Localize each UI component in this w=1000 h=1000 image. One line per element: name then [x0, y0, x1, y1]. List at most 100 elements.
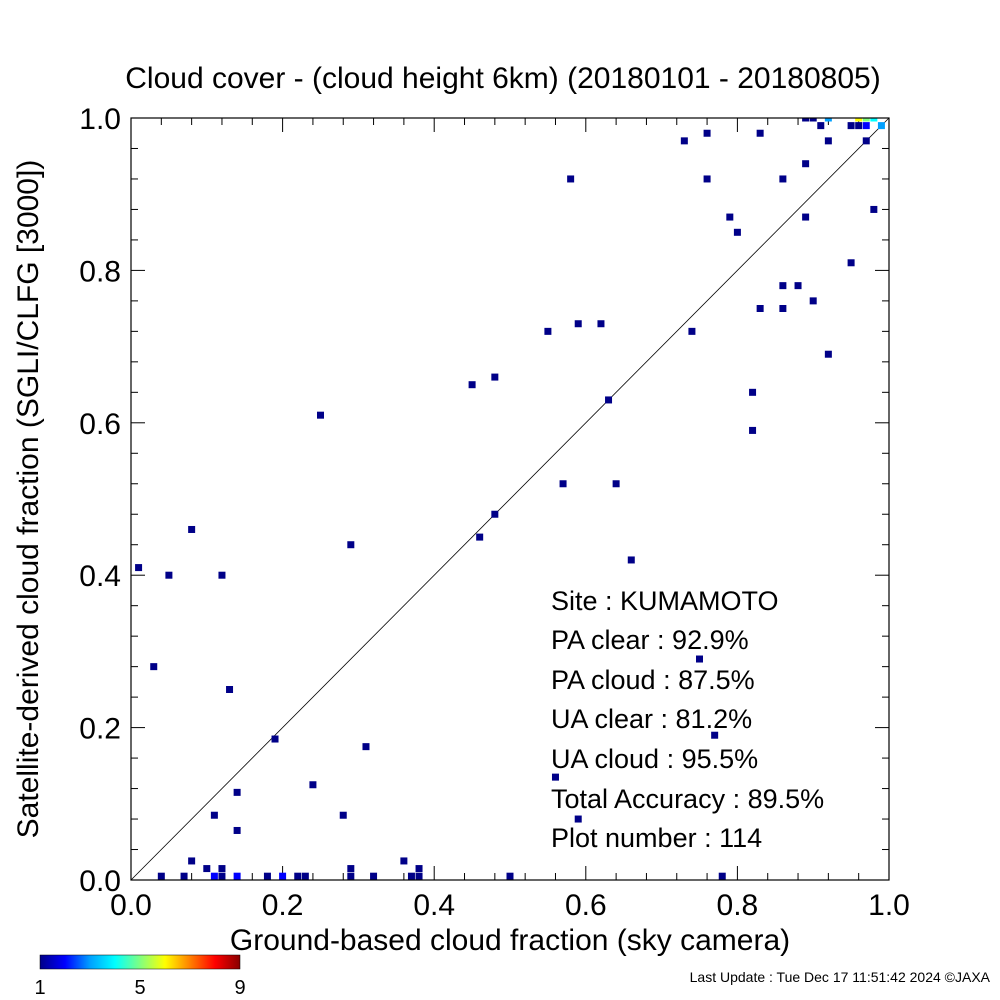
data-point — [855, 122, 863, 130]
stats-panel: Site : KUMAMOTO PA clear : 92.9% PA clou… — [551, 586, 824, 853]
colorbar-tick-label: 1 — [34, 977, 45, 999]
y-tick-label: 0.0 — [79, 865, 121, 898]
data-point — [749, 426, 757, 434]
data-point — [855, 118, 863, 122]
stat-pa-clear: PA clear : 92.9% — [551, 625, 749, 655]
colorbar-ticks: 1 5 9 — [34, 977, 245, 999]
one-to-one-line — [130, 117, 890, 881]
data-point — [309, 781, 317, 789]
data-point — [824, 137, 832, 145]
data-point — [703, 129, 711, 137]
data-point — [544, 327, 552, 335]
x-tick-label: 0.6 — [565, 889, 607, 922]
data-point — [347, 865, 355, 873]
y-tick-label: 0.2 — [79, 713, 121, 746]
data-point — [347, 541, 355, 549]
data-point — [150, 663, 158, 671]
data-point — [317, 411, 324, 419]
data-point — [188, 525, 196, 533]
data-point — [210, 872, 218, 880]
stat-plot-number: Plot number : 114 — [551, 823, 762, 853]
data-point — [574, 815, 582, 823]
y-axis-label: Satellite-derived cloud fraction (SGLI/C… — [12, 160, 45, 839]
data-point — [605, 396, 613, 404]
x-tick-label: 0.0 — [110, 889, 152, 922]
data-point — [551, 773, 559, 781]
y-tick-label: 0.6 — [79, 408, 121, 441]
y-tick-labels: 0.0 0.2 0.4 0.6 0.8 1.0 — [79, 103, 121, 898]
x-tick-label: 0.8 — [717, 889, 759, 922]
data-point — [165, 571, 173, 579]
data-point — [862, 118, 870, 122]
data-point — [703, 175, 711, 183]
data-point — [468, 381, 476, 389]
data-point — [271, 735, 279, 743]
data-point — [733, 228, 741, 236]
data-point — [279, 872, 287, 880]
y-tick-label: 0.8 — [79, 255, 121, 288]
stat-ua-clear: UA clear : 81.2% — [551, 704, 752, 734]
data-point — [726, 213, 734, 221]
data-point — [688, 327, 696, 335]
data-point — [491, 373, 499, 381]
data-point — [218, 872, 226, 880]
colorbar-gradient — [39, 954, 241, 970]
data-point — [362, 743, 370, 751]
data-point — [809, 118, 817, 122]
data-point — [794, 282, 802, 290]
data-point — [370, 872, 378, 880]
chart-title: Cloud cover - (cloud height 6km) (201801… — [125, 62, 880, 95]
data-point — [597, 320, 605, 328]
colorbar-tick-label: 9 — [234, 977, 245, 999]
data-point — [491, 510, 499, 518]
data-point — [180, 872, 188, 880]
data-point — [263, 872, 271, 880]
data-point — [135, 564, 143, 572]
x-axis-label: Ground-based cloud fraction (sky camera) — [230, 924, 790, 957]
x-tick-label: 0.2 — [262, 889, 304, 922]
data-point — [347, 872, 355, 880]
data-point — [574, 320, 582, 328]
data-point — [301, 872, 309, 880]
stat-site: Site : KUMAMOTO — [551, 586, 779, 616]
stat-total-accuracy: Total Accuracy : 89.5% — [551, 784, 824, 814]
data-point — [779, 282, 787, 290]
data-point — [824, 350, 832, 358]
data-point — [749, 388, 757, 396]
data-point — [218, 865, 226, 873]
data-point — [718, 872, 726, 880]
data-point — [612, 480, 620, 488]
plot-frame — [130, 117, 890, 881]
data-point — [756, 305, 764, 312]
data-point — [870, 118, 878, 122]
data-point — [779, 305, 787, 312]
data-point — [627, 556, 635, 564]
data-point — [802, 118, 810, 122]
data-point — [711, 731, 719, 739]
data-point — [407, 872, 415, 880]
data-point — [188, 857, 196, 865]
data-point — [157, 872, 165, 880]
data-point — [802, 160, 810, 168]
data-point — [809, 297, 817, 305]
x-tick-label: 0.4 — [413, 889, 455, 922]
data-point — [696, 655, 703, 663]
data-point — [218, 571, 226, 579]
data-point — [680, 137, 688, 145]
stat-pa-cloud: PA cloud : 87.5% — [551, 665, 755, 695]
data-point — [506, 872, 514, 880]
data-point — [210, 811, 218, 819]
y-tick-label: 0.4 — [79, 560, 121, 593]
data-point — [802, 213, 810, 221]
data-point — [294, 872, 302, 880]
stat-ua-cloud: UA cloud : 95.5% — [551, 744, 758, 774]
data-point — [476, 533, 484, 541]
data-point — [233, 788, 241, 796]
data-points — [135, 118, 885, 880]
data-point — [847, 122, 855, 130]
data-point — [233, 872, 241, 880]
data-point — [824, 118, 832, 122]
data-point — [779, 175, 787, 183]
x-tick-label: 1.0 — [868, 889, 910, 922]
data-point — [559, 480, 567, 488]
